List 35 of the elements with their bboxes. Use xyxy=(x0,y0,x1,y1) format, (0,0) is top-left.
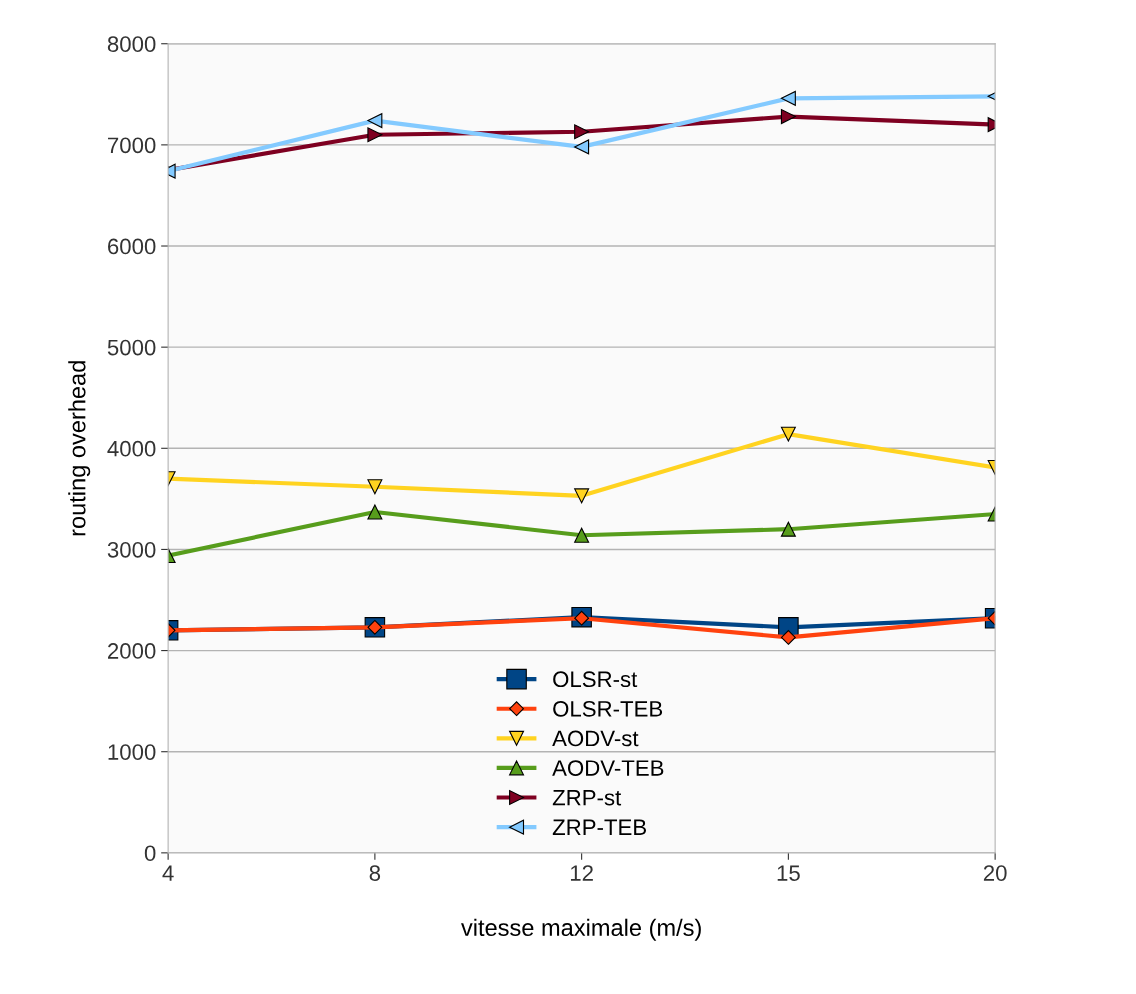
point xyxy=(780,90,796,106)
point xyxy=(367,113,383,129)
legend-label: ZRP-TEB xyxy=(552,819,646,835)
x-tick-label: 4 xyxy=(162,865,174,881)
point xyxy=(367,479,383,495)
x-axis-title: vitesse maximale (m/s) xyxy=(461,918,701,941)
y-tick-label: 3000 xyxy=(107,541,156,558)
y-tick-label: 8000 xyxy=(107,36,156,53)
x-tick-label: 20 xyxy=(983,865,1007,881)
x-tick-label: 12 xyxy=(570,865,593,881)
legend-label: OLSR-TEB xyxy=(553,700,663,717)
x-tick-label: 15 xyxy=(777,865,800,881)
point xyxy=(574,139,590,155)
legend-label: AODV-st xyxy=(552,730,639,747)
legend-label: OLSR-st xyxy=(553,671,638,688)
point xyxy=(574,488,590,504)
point xyxy=(780,426,796,442)
point xyxy=(367,127,383,143)
y-tick-label: 0 xyxy=(144,845,156,862)
y-tick-label: 7000 xyxy=(108,137,156,154)
point xyxy=(780,629,796,645)
legend-label: AODV-TEB xyxy=(552,760,664,776)
point xyxy=(780,109,796,125)
y-axis-title: routing overhead xyxy=(68,361,91,536)
y-tick-label: 6000 xyxy=(108,238,156,255)
y-tick-label: 5000 xyxy=(107,339,156,356)
point xyxy=(574,527,590,543)
legend-label: ZRP-st xyxy=(552,790,622,806)
point xyxy=(574,124,590,140)
point xyxy=(367,504,383,520)
y-tick-label: 1000 xyxy=(108,744,156,760)
point xyxy=(780,521,796,537)
x-tick-label: 8 xyxy=(369,865,381,881)
y-tick-label: 2000 xyxy=(108,643,156,659)
y-tick-label: 4000 xyxy=(107,440,156,457)
